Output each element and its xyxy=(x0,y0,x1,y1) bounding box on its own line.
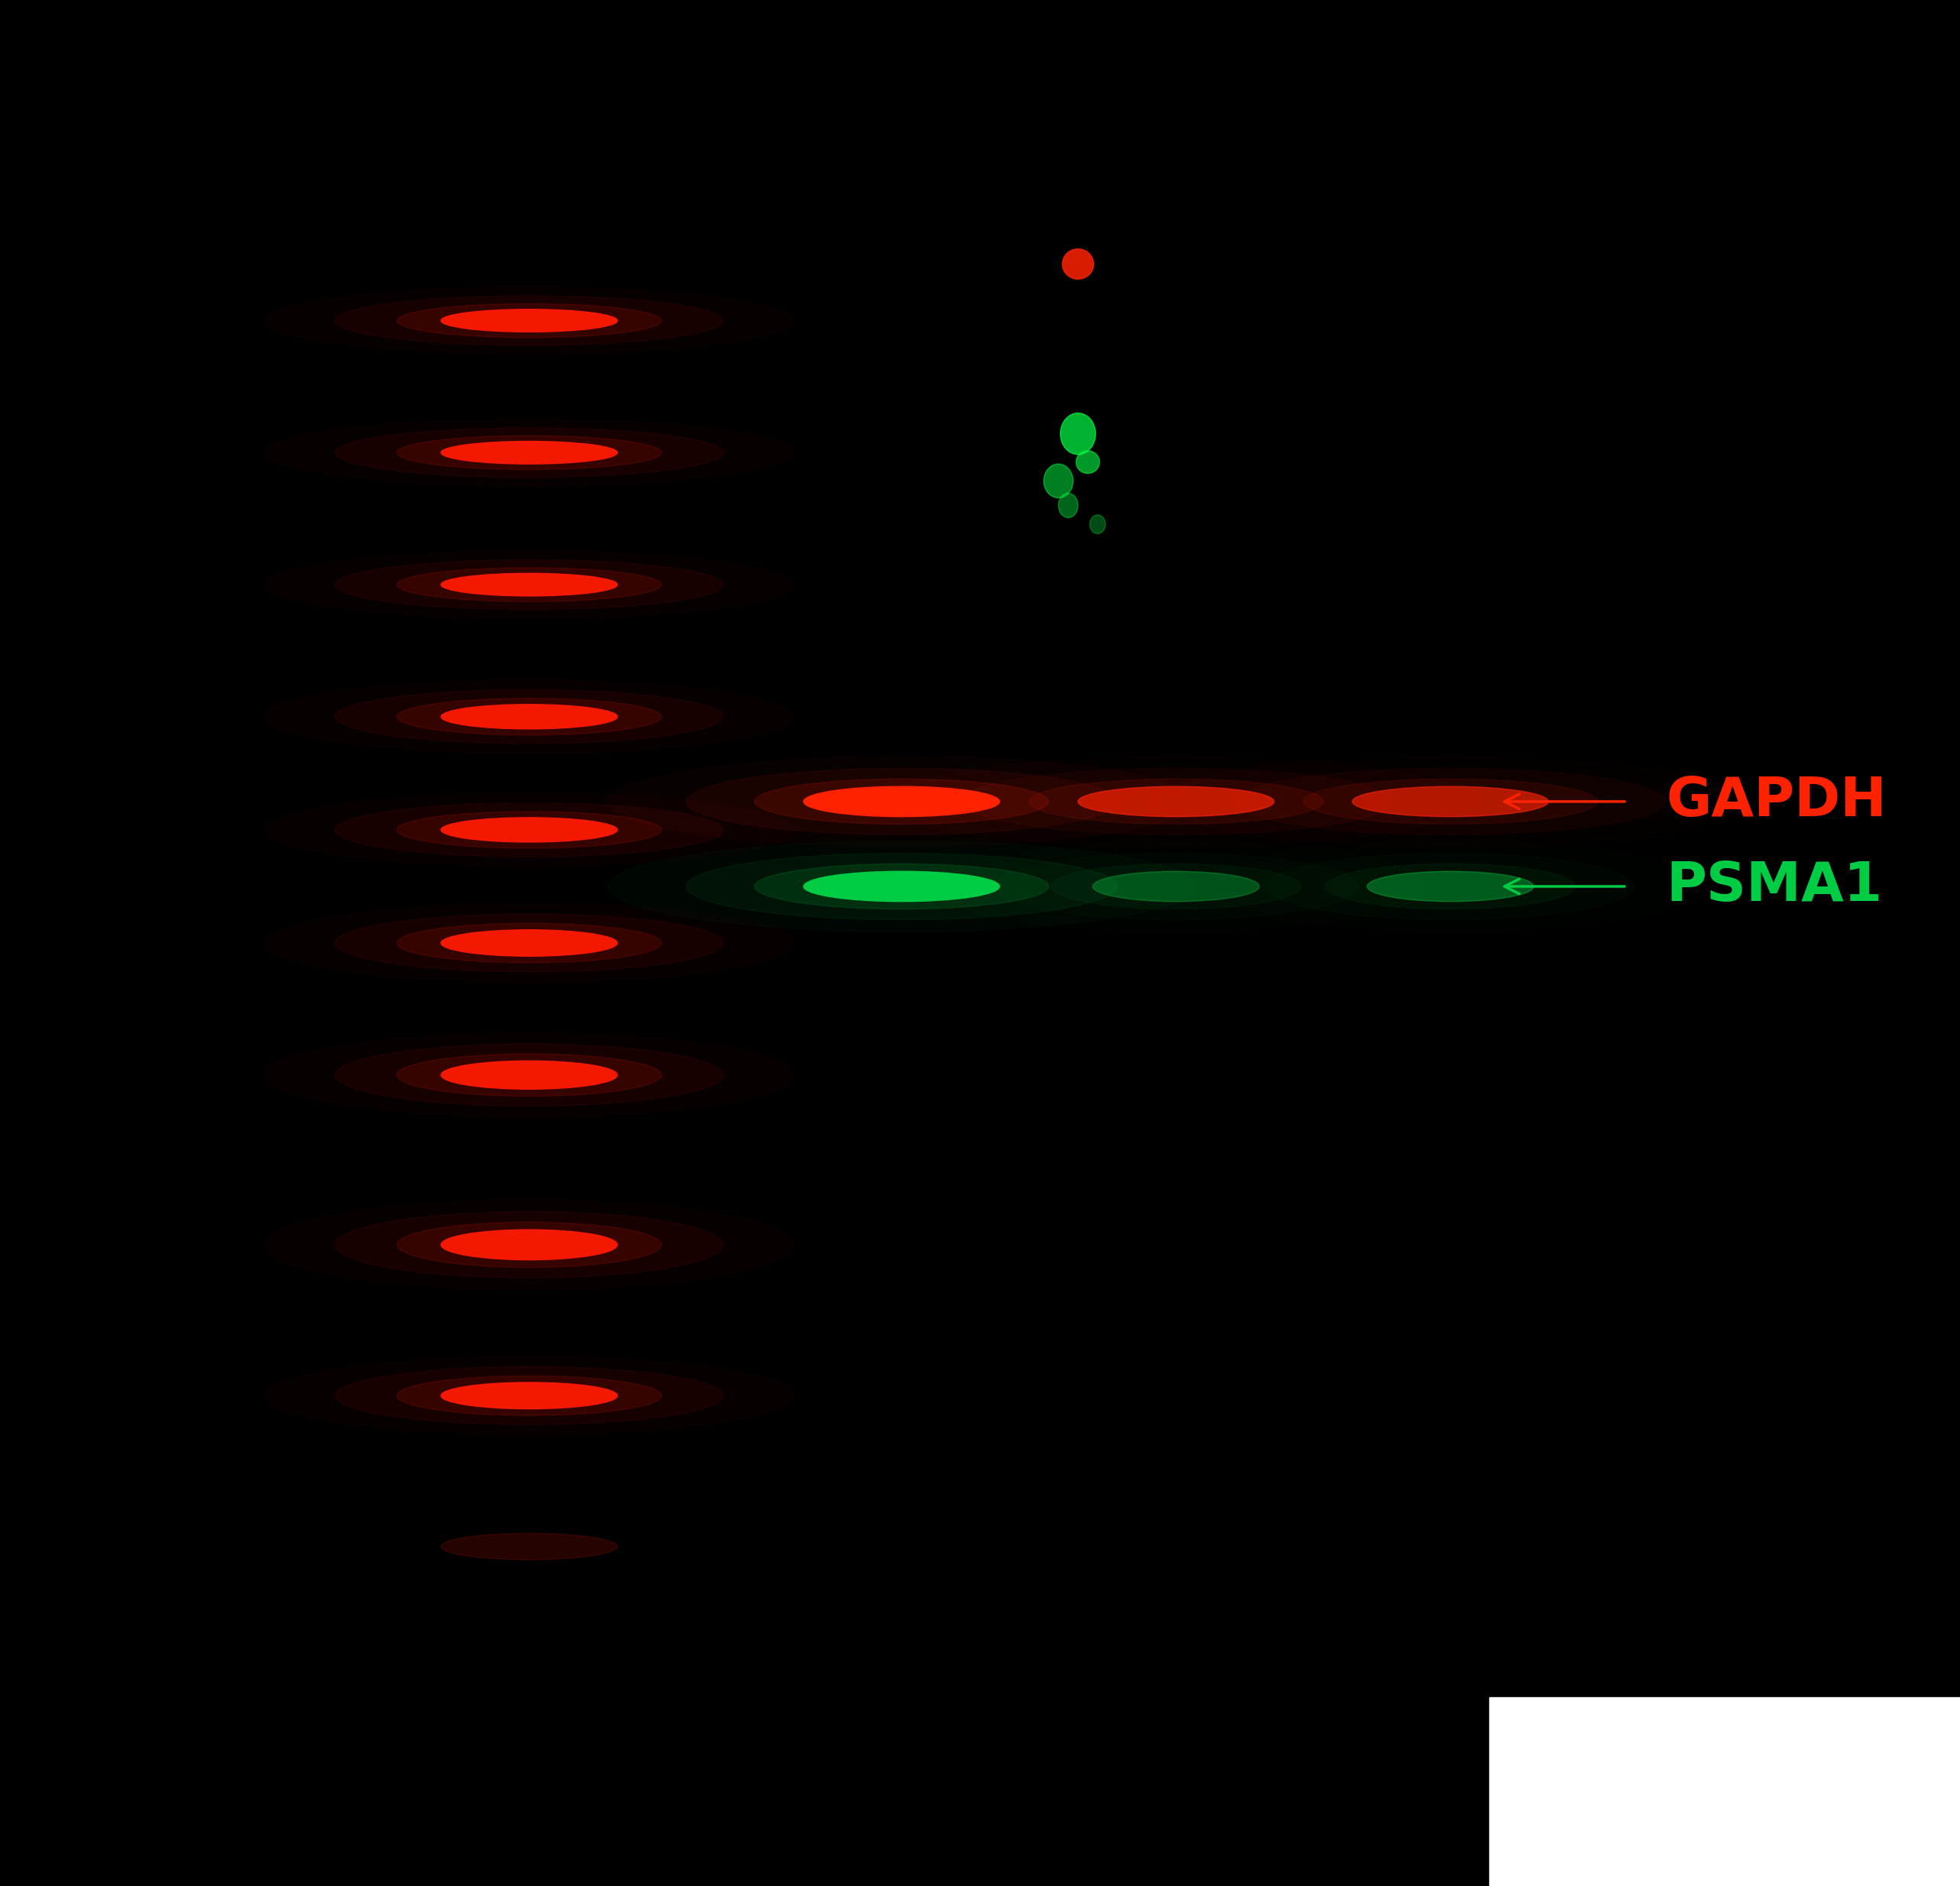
Ellipse shape xyxy=(1094,871,1258,902)
Ellipse shape xyxy=(441,1533,617,1560)
Ellipse shape xyxy=(1051,864,1301,909)
Text: GAPDH: GAPDH xyxy=(1666,775,1887,828)
Ellipse shape xyxy=(335,1045,723,1105)
Ellipse shape xyxy=(396,698,662,736)
Ellipse shape xyxy=(335,915,723,971)
Ellipse shape xyxy=(1352,786,1548,817)
Ellipse shape xyxy=(335,296,723,345)
Ellipse shape xyxy=(755,779,1049,824)
Ellipse shape xyxy=(804,871,1000,902)
Ellipse shape xyxy=(335,1211,723,1279)
Ellipse shape xyxy=(1029,779,1323,824)
Ellipse shape xyxy=(441,1382,617,1409)
Ellipse shape xyxy=(755,864,1049,909)
Ellipse shape xyxy=(396,436,662,470)
Ellipse shape xyxy=(396,568,662,602)
Ellipse shape xyxy=(441,930,617,956)
Ellipse shape xyxy=(441,705,617,728)
Text: PSMA1: PSMA1 xyxy=(1666,860,1882,913)
Ellipse shape xyxy=(441,819,617,841)
Ellipse shape xyxy=(396,1054,662,1096)
Ellipse shape xyxy=(1058,494,1078,519)
Ellipse shape xyxy=(396,1377,662,1414)
Ellipse shape xyxy=(335,1367,723,1424)
Ellipse shape xyxy=(335,560,723,609)
Ellipse shape xyxy=(1366,871,1533,902)
Ellipse shape xyxy=(441,441,617,464)
Circle shape xyxy=(1062,249,1094,279)
Ellipse shape xyxy=(335,690,723,743)
Ellipse shape xyxy=(1076,451,1100,473)
Ellipse shape xyxy=(441,573,617,596)
Ellipse shape xyxy=(396,1222,662,1267)
Ellipse shape xyxy=(335,428,723,477)
Ellipse shape xyxy=(1325,864,1576,909)
Ellipse shape xyxy=(686,768,1117,835)
Ellipse shape xyxy=(441,309,617,332)
Ellipse shape xyxy=(804,786,1000,817)
Ellipse shape xyxy=(1078,786,1274,817)
Ellipse shape xyxy=(335,803,723,856)
Ellipse shape xyxy=(1303,779,1597,824)
Ellipse shape xyxy=(1060,413,1096,455)
Ellipse shape xyxy=(441,1230,617,1260)
Ellipse shape xyxy=(1090,515,1105,534)
Ellipse shape xyxy=(441,1060,617,1090)
Ellipse shape xyxy=(396,811,662,849)
Ellipse shape xyxy=(686,852,1117,920)
Ellipse shape xyxy=(396,304,662,338)
Bar xyxy=(1490,1697,1960,1886)
Ellipse shape xyxy=(1045,464,1074,498)
Ellipse shape xyxy=(396,924,662,962)
